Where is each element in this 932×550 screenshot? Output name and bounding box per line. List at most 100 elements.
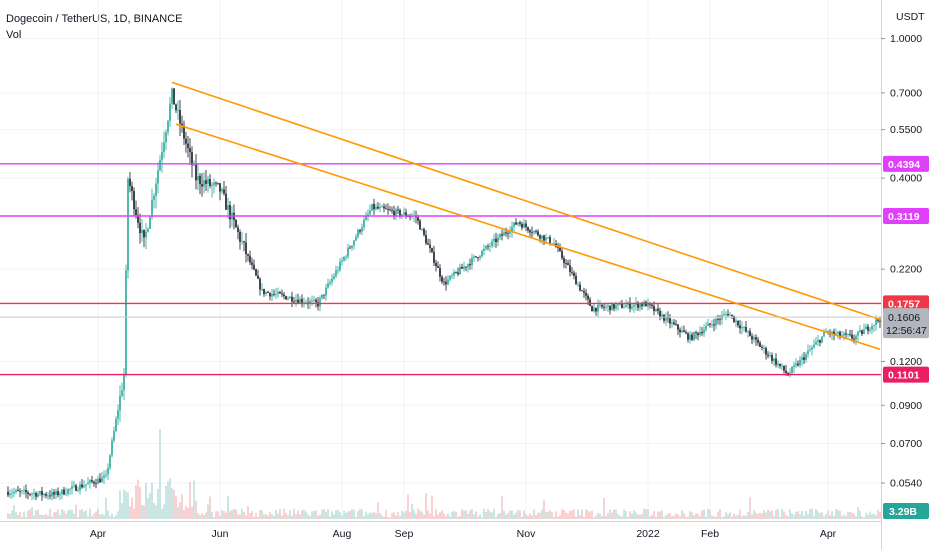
candle bbox=[577, 281, 579, 287]
candle bbox=[445, 276, 447, 291]
volume-bar bbox=[827, 510, 829, 519]
volume-bar bbox=[711, 515, 713, 519]
candle-body bbox=[595, 307, 597, 312]
candle-body bbox=[299, 299, 301, 303]
candle-body bbox=[863, 329, 865, 334]
volume-bar bbox=[723, 516, 725, 519]
candle-body bbox=[7, 491, 9, 496]
candle-body bbox=[311, 300, 313, 302]
candle-body bbox=[25, 489, 27, 493]
candle-body bbox=[681, 330, 683, 333]
volume-bar bbox=[193, 480, 195, 519]
candle bbox=[221, 187, 223, 195]
candle-body bbox=[563, 258, 565, 264]
volume-bar bbox=[11, 510, 13, 519]
candle-body bbox=[657, 308, 659, 311]
candle bbox=[481, 249, 483, 258]
candle-body bbox=[195, 164, 197, 181]
candle bbox=[535, 229, 537, 235]
volume-bar bbox=[741, 516, 743, 519]
volume-bar bbox=[561, 509, 563, 519]
volume-bar bbox=[521, 517, 523, 519]
volume-bar bbox=[173, 489, 175, 519]
candle bbox=[285, 295, 287, 300]
candle-body bbox=[875, 319, 877, 325]
volume-bar bbox=[651, 514, 653, 519]
candle bbox=[489, 242, 491, 253]
candle bbox=[661, 310, 663, 320]
volume-bar bbox=[131, 497, 133, 519]
candle-body bbox=[347, 247, 349, 257]
candle bbox=[609, 305, 611, 315]
candle-body bbox=[217, 182, 219, 184]
candle bbox=[81, 479, 83, 489]
candle-body bbox=[731, 314, 733, 316]
volume-bar bbox=[307, 514, 309, 519]
candle-body bbox=[515, 222, 517, 225]
candle bbox=[673, 318, 675, 326]
volume-bar bbox=[703, 509, 705, 519]
candle bbox=[663, 314, 665, 324]
volume-bar bbox=[771, 510, 773, 519]
volume-bar bbox=[419, 510, 421, 519]
volume-bar bbox=[781, 509, 783, 519]
volume-bar bbox=[145, 483, 147, 519]
candle-body bbox=[467, 264, 469, 268]
candle-body bbox=[271, 293, 273, 297]
volume-bar bbox=[793, 515, 795, 519]
candle bbox=[879, 316, 881, 328]
candle bbox=[695, 330, 697, 340]
candle-body bbox=[565, 263, 567, 264]
volume-indicator-label[interactable]: Vol bbox=[6, 29, 22, 41]
volume-bar bbox=[685, 516, 687, 519]
candle bbox=[95, 478, 97, 489]
candle-body bbox=[61, 489, 63, 494]
volume-bar bbox=[803, 515, 805, 519]
candle bbox=[751, 333, 753, 345]
price-axis-background bbox=[881, 0, 932, 550]
candle bbox=[151, 188, 153, 220]
volume-bar bbox=[225, 512, 227, 519]
candle-body bbox=[449, 276, 451, 280]
symbol-title[interactable]: Dogecoin / TetherUS, 1D, BINANCE bbox=[6, 13, 183, 25]
volume-bar bbox=[425, 493, 427, 519]
volume-bar bbox=[377, 502, 379, 519]
volume-bar bbox=[517, 509, 519, 519]
candle bbox=[289, 296, 291, 299]
volume-bar bbox=[861, 516, 863, 519]
candle-body bbox=[547, 237, 549, 238]
candle-body bbox=[865, 326, 867, 330]
candle-body bbox=[665, 316, 667, 321]
candle bbox=[247, 253, 249, 262]
volume-bar bbox=[159, 428, 161, 519]
volume-bar bbox=[139, 487, 141, 519]
candle bbox=[781, 362, 783, 371]
volume-bar bbox=[859, 510, 861, 519]
price-level-tag-bg bbox=[883, 366, 929, 383]
candle-body bbox=[145, 231, 147, 238]
volume-bar bbox=[409, 512, 411, 519]
volume-bar bbox=[557, 516, 559, 519]
candle bbox=[469, 258, 471, 270]
candle-body bbox=[437, 266, 439, 268]
candle bbox=[423, 227, 425, 237]
candle-body bbox=[805, 354, 807, 360]
candle-body bbox=[779, 363, 781, 367]
candle-body bbox=[463, 266, 465, 269]
candle bbox=[837, 331, 839, 339]
candle bbox=[687, 331, 689, 343]
candle-body bbox=[275, 293, 277, 295]
volume-bar bbox=[713, 516, 715, 519]
volume-bar bbox=[873, 513, 875, 519]
volume-bar bbox=[773, 516, 775, 519]
candle-body bbox=[115, 418, 117, 432]
volume-bar bbox=[117, 511, 119, 519]
volume-bar bbox=[747, 511, 749, 519]
candle bbox=[257, 269, 259, 280]
volume-bar bbox=[237, 514, 239, 519]
candle-body bbox=[451, 275, 453, 277]
candle-body bbox=[185, 138, 187, 144]
volume-bar bbox=[579, 515, 581, 519]
volume-bar bbox=[103, 514, 105, 519]
